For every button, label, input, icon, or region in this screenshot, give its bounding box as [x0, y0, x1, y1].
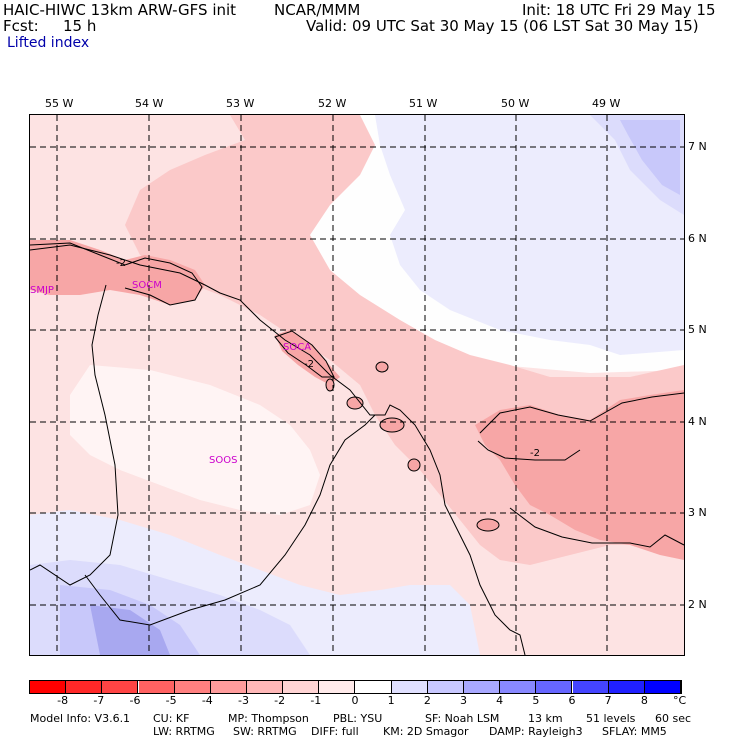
- map-canvas: SMJP SOCM SOCA SOOS -2 -2 -2: [30, 115, 684, 655]
- contour-ring: [325, 378, 335, 392]
- footer-mp: MP: Thompson: [228, 712, 309, 725]
- contour-ring: [375, 361, 389, 373]
- colorbar-swatch: [391, 681, 428, 693]
- colorbar-swatch: [138, 681, 175, 693]
- contour-line: [477, 440, 581, 461]
- forecast-label: Fcst:: [3, 17, 39, 35]
- valid-time: Valid: 09 UTC Sat 30 May 15 (06 LST Sat …: [306, 17, 699, 35]
- lat-label: 2 N: [688, 598, 707, 611]
- colorbar-swatch: [536, 681, 573, 693]
- lifted-index-map: SMJP SOCM SOCA SOOS -2 -2 -2: [29, 114, 685, 656]
- lon-label: 54 W: [135, 97, 164, 110]
- colorbar-tick-label: -2: [274, 694, 286, 707]
- colorbar-swatch: [319, 681, 356, 693]
- footer-sw: SW: RRTMG: [233, 725, 297, 738]
- colorbar-tick-label: 4: [496, 694, 504, 707]
- init-time: Init: 18 UTC Fri 29 May 15: [522, 1, 716, 19]
- footer-sflay: SFLAY: MM5: [602, 725, 667, 738]
- border-line: [84, 414, 376, 626]
- colorbar-swatch: [283, 681, 320, 693]
- shade-pos3: [620, 120, 680, 195]
- colorbar: [29, 680, 682, 694]
- forecast-hour: 15 h: [63, 17, 97, 35]
- colorbar-swatch: [464, 681, 501, 693]
- contour-ring: [476, 518, 500, 532]
- colorbar-swatch: [500, 681, 537, 693]
- footer-sf: SF: Noah LSM: [425, 712, 500, 725]
- coastline: [30, 244, 526, 655]
- colorbar-swatch: [30, 681, 67, 693]
- lon-label: 50 W: [501, 97, 530, 110]
- colorbar-tick-label: 8: [640, 694, 648, 707]
- footer-dt: 60 sec: [655, 712, 692, 725]
- contour-label: -2: [530, 448, 540, 459]
- lon-label: 51 W: [409, 97, 438, 110]
- field-name: Lifted index: [7, 35, 90, 51]
- lon-label: 55 W: [45, 97, 74, 110]
- contour-ring: [407, 458, 421, 472]
- grid: [30, 115, 684, 655]
- colorbar-tick-label: -5: [165, 694, 177, 707]
- colorbar-tick-label: 5: [532, 694, 540, 707]
- footer-diff: DIFF: full: [311, 725, 359, 738]
- footer-cu: CU: KF: [153, 712, 190, 725]
- contour-ring: [379, 417, 405, 433]
- contour-line: [479, 392, 684, 434]
- colorbar-swatch: [644, 681, 681, 693]
- colorbar-swatch: [355, 681, 392, 693]
- footer-levels: 51 levels: [586, 712, 636, 725]
- org-label: NCAR/MMM: [274, 1, 361, 19]
- station-label: SOCM: [132, 280, 162, 291]
- lon-label: 53 W: [226, 97, 255, 110]
- colorbar-swatch: [174, 681, 211, 693]
- colorbar-tick-label: 2: [423, 694, 431, 707]
- footer-km: KM: 2D Smagor: [383, 725, 469, 738]
- lat-label: 5 N: [688, 323, 707, 336]
- lat-label: 7 N: [688, 140, 707, 153]
- shade-neg3-nw: [30, 240, 205, 305]
- contour-label: -2: [304, 359, 314, 370]
- lon-label: 52 W: [318, 97, 347, 110]
- colorbar-tick-label: -7: [93, 694, 105, 707]
- footer-model-info: Model Info: V3.6.1: [30, 712, 131, 725]
- colorbar-swatch: [427, 681, 464, 693]
- shade-zero-land: [70, 365, 320, 515]
- colorbar-swatch: [608, 681, 645, 693]
- border-line: [30, 284, 119, 586]
- contour-label: -2: [116, 258, 126, 269]
- colorbar-swatch: [210, 681, 247, 693]
- colorbar-tick-label: -3: [238, 694, 249, 707]
- station-label: SOOS: [209, 455, 237, 466]
- shade-neg3-ne: [475, 390, 684, 560]
- footer-lw: LW: RRTMG: [153, 725, 215, 738]
- station-label: SOCA: [283, 342, 311, 353]
- lat-label: 3 N: [688, 506, 707, 519]
- colorbar-unit: °C: [673, 694, 687, 707]
- colorbar-tick-label: 1: [387, 694, 395, 707]
- colorbar-tick-label: 7: [604, 694, 612, 707]
- colorbar-tick-label: -1: [310, 694, 322, 707]
- contour-line: [509, 507, 684, 548]
- colorbar-swatch: [572, 681, 609, 693]
- colorbar-tick-label: -8: [57, 694, 69, 707]
- shade-pos4-sw: [90, 605, 170, 655]
- colorbar-tick-label: 6: [568, 694, 576, 707]
- contour-line: [30, 242, 203, 306]
- colorbar-tick-label: -4: [201, 694, 213, 707]
- contour-line: [274, 330, 335, 378]
- colorbar-swatch: [102, 681, 139, 693]
- colorbar-tick-label: 0: [351, 694, 359, 707]
- colorbar-tick-label: 3: [460, 694, 467, 707]
- colorbar-tick-label: -6: [129, 694, 141, 707]
- station-label: SMJP: [30, 285, 54, 296]
- lat-label: 4 N: [688, 415, 707, 428]
- colorbar-swatch: [247, 681, 284, 693]
- footer-res: 13 km: [528, 712, 563, 725]
- footer-damp: DAMP: Rayleigh3: [489, 725, 583, 738]
- footer-pbl: PBL: YSU: [333, 712, 383, 725]
- run-title: HAIC-HIWC 13km ARW-GFS init: [3, 1, 237, 19]
- lat-label: 6 N: [688, 232, 707, 245]
- colorbar-swatch: [66, 681, 103, 693]
- lon-label: 49 W: [592, 97, 621, 110]
